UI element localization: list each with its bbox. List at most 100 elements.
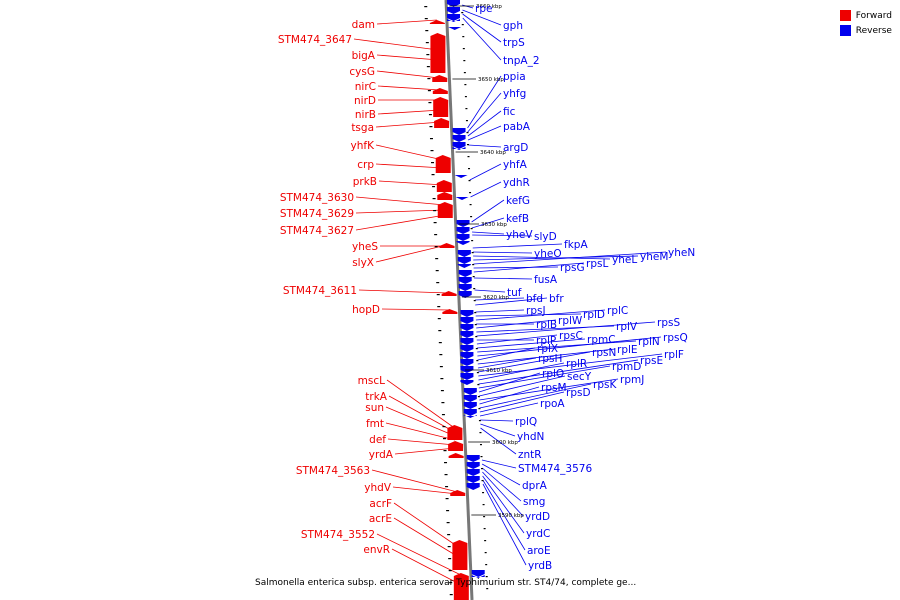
reverse-connector bbox=[472, 243, 563, 249]
reverse-gene-label: rplE bbox=[617, 344, 638, 356]
reverse-gene-arrow bbox=[460, 359, 474, 366]
strand-dash bbox=[434, 234, 438, 236]
strand-dash bbox=[467, 156, 470, 158]
strand-dash bbox=[449, 594, 453, 596]
reverse-connector bbox=[471, 199, 505, 223]
reverse-gene-label: yheV bbox=[506, 229, 533, 241]
forward-connector bbox=[377, 85, 440, 91]
strand-dash bbox=[430, 150, 434, 152]
strand-dash bbox=[431, 162, 435, 164]
strand-dash bbox=[446, 510, 450, 512]
connector-lines bbox=[353, 4, 667, 586]
reverse-gene-label: rplR bbox=[566, 358, 587, 370]
forward-gene-label: envR bbox=[363, 544, 390, 556]
reverse-connector bbox=[472, 231, 505, 235]
reverse-connector bbox=[479, 375, 566, 397]
strand-dash bbox=[432, 186, 436, 188]
reverse-connector bbox=[467, 110, 502, 137]
strand-dash bbox=[477, 396, 480, 398]
strand-dash bbox=[429, 126, 433, 128]
strand-dash bbox=[482, 504, 485, 506]
strand-dash bbox=[439, 354, 443, 356]
forward-gene-arrow bbox=[429, 20, 445, 24]
strand-dash bbox=[440, 378, 444, 380]
scale-ticks: 3660 kbp 3650 kbp 3640 kbp 3630 kbp 3620 kbp… bbox=[424, 4, 524, 596]
reverse-gene-arrow bbox=[460, 324, 474, 331]
forward-connector bbox=[386, 379, 455, 429]
forward-gene-label: nirC bbox=[355, 81, 376, 93]
reverse-gene-arrow bbox=[457, 264, 471, 268]
strand-dash bbox=[442, 426, 446, 428]
reverse-gene-label: secY bbox=[567, 371, 592, 383]
strand-dash bbox=[431, 174, 435, 176]
strand-dash bbox=[434, 246, 438, 248]
reverse-connector bbox=[473, 262, 585, 273]
reverse-gene-label: tuf bbox=[507, 287, 522, 299]
reverse-gene-label: rplO bbox=[542, 368, 564, 380]
reverse-gene-label: rpmD bbox=[612, 361, 641, 373]
reverse-connector bbox=[481, 459, 517, 469]
strand-dash bbox=[435, 258, 439, 260]
reverse-connector bbox=[478, 351, 591, 373]
reverse-gene-label: trpS bbox=[503, 37, 525, 49]
strand-dash bbox=[447, 534, 451, 536]
reverse-gene-label: ppia bbox=[503, 71, 526, 83]
strand-dash bbox=[477, 384, 480, 386]
strand-dash bbox=[437, 318, 441, 320]
strand-dash bbox=[464, 84, 467, 86]
strand-dash bbox=[485, 564, 488, 566]
reverse-gene-label: rplX bbox=[537, 343, 558, 355]
reverse-gene-label: rpsD bbox=[566, 387, 591, 399]
reverse-gene-label: rpsJ bbox=[526, 305, 546, 317]
forward-gene-label: STM474_3630 bbox=[280, 192, 354, 204]
reverse-gene-arrow bbox=[447, 14, 460, 21]
forward-gene-label: STM474_3647 bbox=[278, 34, 352, 46]
forward-gene-label: trkA bbox=[365, 391, 388, 403]
strand-dash bbox=[484, 540, 487, 542]
strand-dash bbox=[468, 168, 471, 170]
reverse-connector bbox=[473, 266, 559, 269]
reverse-gene-label: rplP bbox=[536, 335, 556, 347]
reverse-gene-arrow bbox=[455, 197, 469, 200]
reverse-connector bbox=[475, 297, 548, 306]
reverse-connector bbox=[476, 321, 656, 337]
forward-gene-arrow bbox=[448, 453, 464, 458]
reverse-gene-arrow bbox=[460, 366, 474, 373]
strand-dash bbox=[475, 336, 478, 338]
reverse-connector bbox=[480, 427, 517, 455]
strand-dash bbox=[436, 294, 440, 296]
reverse-connector bbox=[462, 9, 502, 26]
scale-tick-label: 3590 kbp bbox=[498, 513, 524, 519]
reverse-gene-label: yhfg bbox=[503, 88, 526, 100]
forward-gene-arrow bbox=[439, 243, 455, 248]
strand-dash bbox=[472, 264, 475, 266]
strand-dash bbox=[465, 108, 468, 110]
forward-gene-label: yheS bbox=[352, 241, 378, 253]
strand-dash bbox=[461, 12, 464, 14]
reverse-connector bbox=[482, 483, 527, 566]
forward-gene-label: yhdV bbox=[364, 482, 392, 494]
reverse-gene-arrow bbox=[452, 135, 466, 142]
reverse-gene-label: yheM bbox=[640, 251, 668, 263]
strand-dash bbox=[473, 300, 476, 302]
scale-tick-label: 3640 kbp bbox=[480, 150, 506, 156]
scale-tick-label: 3660 kbp bbox=[476, 4, 502, 10]
strand-dash bbox=[476, 372, 479, 374]
reverse-connector bbox=[477, 338, 586, 349]
forward-gene-label: nirD bbox=[354, 95, 376, 107]
forward-connector bbox=[376, 70, 440, 79]
strand-dash bbox=[471, 252, 474, 254]
forward-gene-arrow bbox=[432, 88, 448, 94]
strand-dash bbox=[435, 270, 439, 272]
strand-dash bbox=[448, 558, 452, 560]
strand-dash bbox=[439, 366, 443, 368]
forward-connector bbox=[393, 502, 460, 549]
forward-connector bbox=[371, 469, 458, 493]
strand-dash bbox=[461, 24, 464, 26]
strand-dash bbox=[468, 180, 471, 182]
reverse-gene-arrow bbox=[458, 291, 472, 298]
reverse-connector bbox=[482, 471, 524, 517]
reverse-gene-arrow bbox=[466, 462, 480, 469]
strand-dash bbox=[424, 6, 428, 8]
reverse-connector bbox=[474, 297, 525, 301]
